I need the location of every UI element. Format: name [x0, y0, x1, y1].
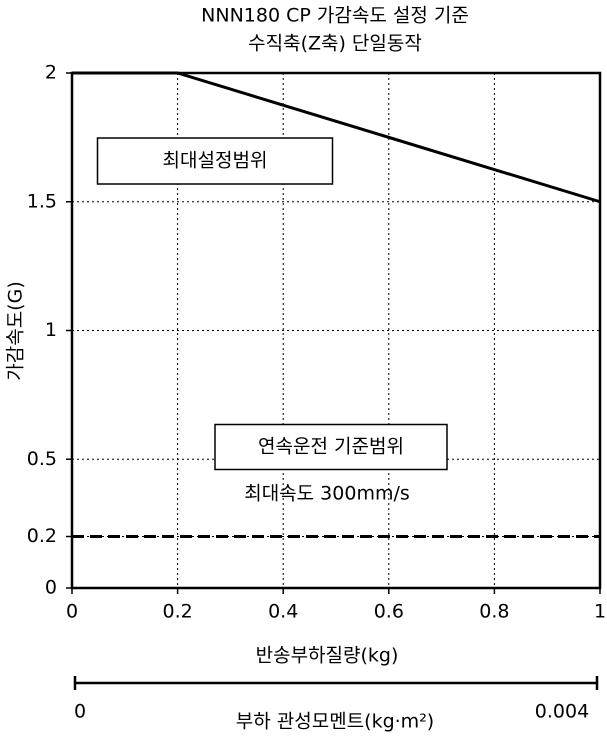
x-tick-label: 1: [594, 601, 606, 623]
x2-axis-label: 부하 관성모멘트(kg·m²): [236, 711, 434, 733]
x2-tick-label: 0.004: [535, 701, 589, 723]
data-line: [72, 71, 601, 204]
y-tick-label: 1: [45, 319, 57, 341]
x-axis-label: 반송부하질량(kg): [256, 645, 399, 667]
x-tick-label: 0.2: [162, 601, 192, 623]
y-tick-label: 0: [45, 577, 57, 599]
x-tick-label: 0.8: [479, 601, 509, 623]
annotation-box: [214, 423, 448, 471]
plot-frame: [70, 71, 602, 590]
x-tick-label: 0.4: [268, 601, 298, 623]
y-tick-label: 0.2: [27, 525, 57, 547]
annotation: 연속운전 기준범위: [258, 436, 404, 458]
x2-tick-label: 0: [74, 701, 86, 723]
annotation: 최대속도 300mm/s: [244, 483, 410, 505]
x-tick-label: 0.6: [374, 601, 404, 623]
y-tick-label: 1.5: [27, 190, 57, 212]
y-tick-label: 0.5: [27, 448, 57, 470]
annotation: 최대설정범위: [163, 150, 268, 172]
chart-subtitle: 수직축(Z축) 단일동작: [248, 33, 422, 55]
chart-title: NNN180 CP 가감속도 설정 기준: [201, 5, 469, 27]
annotation-box: [96, 137, 334, 185]
y-axis-label: 가감속도(G): [5, 281, 27, 380]
x-tick-label: 0: [66, 601, 78, 623]
y-tick-label: 2: [45, 62, 57, 84]
